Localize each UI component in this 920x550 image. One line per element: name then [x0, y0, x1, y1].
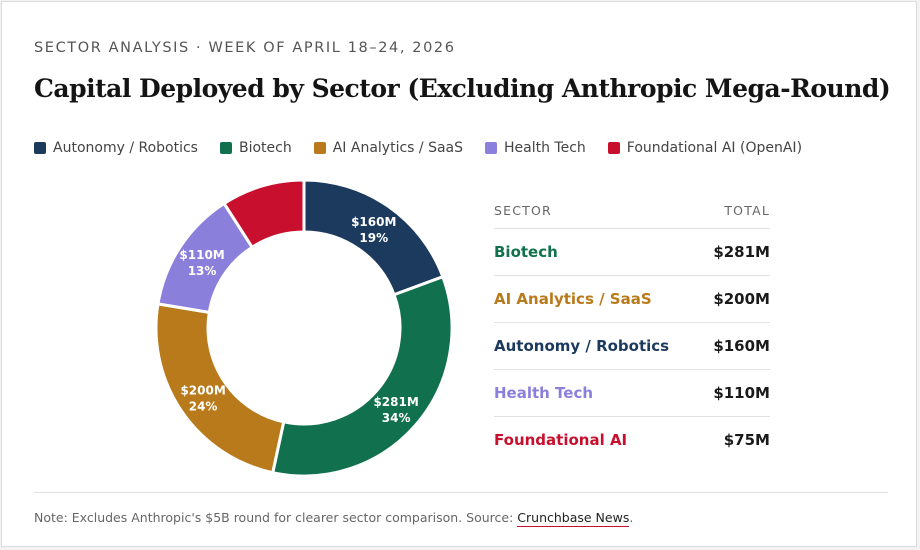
row-total: $160M	[713, 337, 770, 355]
source-link[interactable]: Crunchbase News	[517, 510, 630, 527]
legend-swatch	[485, 142, 497, 154]
donut-slice-1	[270, 274, 454, 478]
sector-totals-table: SECTOR TOTAL Biotech $281M AI Analytics …	[494, 192, 770, 463]
donut-slice-2	[154, 302, 286, 475]
legend-item-ai-analytics: AI Analytics / SaaS	[313, 140, 463, 156]
row-total: $75M	[723, 431, 770, 449]
row-sector: Biotech	[494, 243, 558, 261]
legend-item-biotech: Biotech	[219, 140, 292, 156]
slice-value-label: $281M	[373, 395, 418, 409]
footer-divider	[34, 492, 888, 493]
slice-value-label: $110M	[179, 248, 224, 262]
row-sector: Autonomy / Robotics	[494, 337, 670, 355]
legend-swatch	[34, 142, 46, 154]
legend-item-autonomy: Autonomy / Robotics	[34, 140, 198, 156]
legend-label: Health Tech	[504, 140, 586, 156]
table-row: Foundational AI $75M	[494, 417, 770, 463]
slice-percent-label: 19%	[359, 231, 388, 245]
footnote: Note: Excludes Anthropic's $5B round for…	[34, 510, 634, 527]
legend-item-foundational-ai: Foundational AI (OpenAI)	[607, 140, 803, 156]
slice-value-label: $160M	[351, 215, 396, 229]
legend-label: Foundational AI (OpenAI)	[626, 140, 803, 156]
slice-value-label: $200M	[180, 384, 225, 398]
table-header-row: SECTOR TOTAL	[494, 192, 770, 229]
row-total: $281M	[713, 243, 770, 261]
legend-swatch	[607, 142, 620, 154]
row-total: $110M	[713, 384, 770, 402]
legend-item-health-tech: Health Tech	[485, 140, 586, 156]
eyebrow-text: SECTOR ANALYSIS · WEEK OF APRIL 18–24, 2…	[34, 40, 456, 56]
chart-title: Capital Deployed by Sector (Excluding An…	[34, 74, 891, 103]
table-row: Autonomy / Robotics $160M	[494, 323, 770, 370]
footnote-text: Note: Excludes Anthropic's $5B round for…	[34, 510, 518, 525]
slice-percent-label: 13%	[188, 264, 217, 278]
table-row: Health Tech $110M	[494, 370, 770, 417]
header-total: TOTAL	[724, 202, 770, 218]
legend-label: Biotech	[238, 140, 292, 156]
legend-swatch	[313, 142, 326, 154]
row-sector: Foundational AI	[494, 431, 628, 449]
row-sector: Health Tech	[494, 384, 594, 402]
slice-percent-label: 24%	[189, 400, 218, 414]
footnote-period: .	[629, 510, 634, 525]
legend-label: AI Analytics / SaaS	[332, 140, 463, 156]
chart-legend: Autonomy / Robotics Biotech AI Analytics…	[34, 140, 824, 156]
table-row: AI Analytics / SaaS $200M	[494, 276, 770, 323]
donut-slice-4	[221, 178, 306, 250]
legend-swatch	[219, 142, 232, 154]
legend-label: Autonomy / Robotics	[53, 140, 198, 156]
table-row: Biotech $281M	[494, 229, 770, 276]
donut-chart: $160M 19% $281M 34% $200M 24% $110M 13%	[154, 178, 454, 478]
row-sector: AI Analytics / SaaS	[494, 290, 652, 308]
header-sector: SECTOR	[494, 202, 552, 218]
row-total: $200M	[713, 290, 770, 308]
slice-percent-label: 34%	[382, 411, 411, 425]
